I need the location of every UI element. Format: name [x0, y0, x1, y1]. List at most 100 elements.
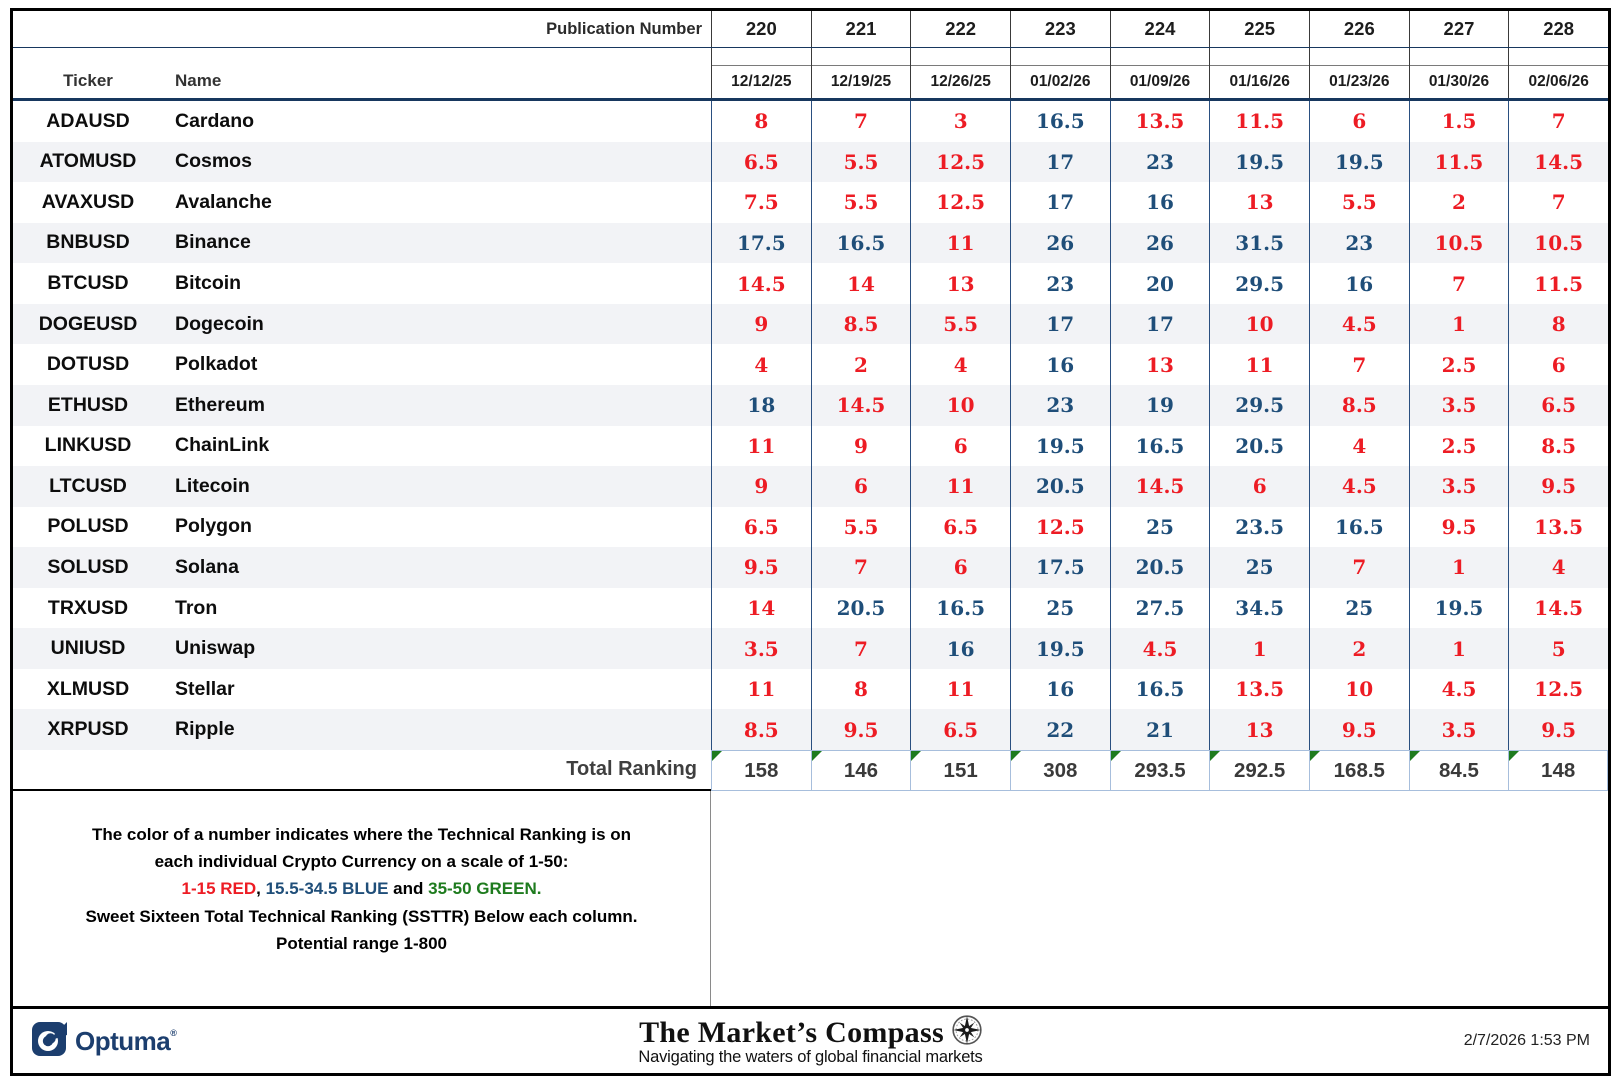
- publication-number-label: Publication Number: [546, 19, 702, 38]
- ticker-cell: BNBUSD: [46, 231, 130, 254]
- market-compass-tagline: Navigating the waters of global financia…: [638, 1048, 983, 1066]
- table-row: DOGEUSD Dogecoin 9 8.5 5.5 17 17 10 4.5 1 8: [13, 303, 1608, 345]
- ranking-value-cell: 7: [1408, 263, 1509, 304]
- ticker-cell: XLMUSD: [46, 677, 130, 700]
- ranking-value-cell: 7: [1308, 547, 1409, 588]
- ranking-value-cell: 26: [1009, 222, 1110, 264]
- ranking-value-cell: 17.5: [1009, 547, 1110, 588]
- ranking-value-cell: 23: [1009, 263, 1110, 304]
- coin-name-cell: Bitcoin: [175, 272, 242, 295]
- ranking-value-cell: 8.5: [711, 709, 811, 750]
- ranking-value-cell: 11: [711, 425, 811, 467]
- date-cell: 02/06/26: [1509, 65, 1608, 98]
- ranking-value-cell: 10: [1308, 668, 1409, 710]
- row-label: BNBUSD Binance: [13, 223, 711, 264]
- ranking-value-cell: 9.5: [1308, 709, 1409, 750]
- row-label: SOLUSD Solana: [13, 547, 711, 588]
- total-value-cell: 168.5: [1308, 750, 1409, 791]
- ranking-value-cell: 22: [1009, 709, 1110, 750]
- table-row: ETHUSD Ethereum 18 14.5 10 23 19 29.5 8.5 3.5 6.5: [13, 384, 1608, 426]
- table-row: SOLUSD Solana 9.5 7 6 17.5 20.5 25 7 1 4: [13, 547, 1608, 588]
- ranking-value-cell: 6.5: [711, 141, 811, 183]
- ranking-value-cell: 29.5: [1209, 263, 1309, 304]
- table-row: DOTUSD Polkadot 4 2 4 16 13 11 7 2.5 6: [13, 344, 1608, 385]
- ticker-cell: DOTUSD: [46, 353, 130, 376]
- date-gap-cell: [1210, 48, 1309, 65]
- publication-number-cell: 227: [1408, 11, 1509, 47]
- date-column: 12/26/25: [910, 48, 1010, 98]
- ranking-value-cell: 6: [1209, 466, 1309, 507]
- legend-color-key: 35-50 GREEN.: [428, 879, 542, 899]
- ranking-value-cell: 3.5: [711, 628, 811, 669]
- ticker-cell: UNIUSD: [50, 637, 126, 660]
- legend-color-key: and: [388, 879, 429, 899]
- ranking-value-cell: 1: [1408, 628, 1509, 669]
- report-timestamp: 2/7/2026 1:53 PM: [1463, 1032, 1590, 1049]
- row-label: POLUSD Polygon: [13, 507, 711, 548]
- ranking-value-cell: 14.5: [810, 384, 911, 426]
- row-label: DOGEUSD Dogecoin: [13, 304, 711, 345]
- ranking-value-cell: 1: [1408, 547, 1509, 588]
- date-cell: 01/30/26: [1409, 65, 1509, 98]
- ranking-value-cell: 2: [810, 344, 911, 385]
- total-value-cell: 308: [1009, 750, 1110, 791]
- ranking-value-cell: 17: [1109, 303, 1210, 345]
- coin-name-cell: Stellar: [175, 677, 235, 700]
- ranking-value-cell: 4: [711, 344, 811, 385]
- ranking-value-cell: 7: [810, 547, 911, 588]
- date-column: 01/09/26: [1109, 48, 1210, 98]
- ranking-value-cell: 13: [1209, 182, 1309, 223]
- ranking-value-cell: 4: [1508, 547, 1608, 588]
- ranking-value-cell: 19: [1109, 384, 1210, 426]
- ticker-cell: BTCUSD: [47, 272, 129, 295]
- legend-line-2: each individual Crypto Currency on a sca…: [154, 852, 569, 872]
- table-row: UNIUSD Uniswap 3.5 7 16 19.5 4.5 1 2 1 5: [13, 628, 1608, 669]
- ranking-value-cell: 16.5: [1308, 506, 1409, 548]
- legend-panel: The color of a number indicates where th…: [13, 791, 711, 1006]
- ticker-cell: XRPUSD: [47, 718, 129, 741]
- total-value-cell: 293.5: [1109, 750, 1210, 791]
- date-cell: 12/12/25: [712, 65, 811, 98]
- ranking-value-cell: 23: [1308, 222, 1409, 264]
- row-label: XRPUSD Ripple: [13, 709, 711, 750]
- date-column: 12/12/25: [711, 48, 811, 98]
- date-gap-cell: [1509, 48, 1608, 65]
- ranking-value-cell: 9: [711, 466, 811, 507]
- ranking-value-cell: 6: [1508, 344, 1608, 385]
- ranking-value-cell: 10.5: [1408, 222, 1509, 264]
- publication-number-cell: 221: [810, 11, 911, 47]
- ranking-value-cell: 17: [1009, 182, 1110, 223]
- table-row: LINKUSD ChainLink 11 9 6 19.5 16.5 20.5 4 2.5 8.5: [13, 425, 1608, 467]
- ranking-value-cell: 2: [1408, 182, 1509, 223]
- report-frame: Publication Number 220 221 222 223 224 225 226…: [10, 8, 1611, 1076]
- ranking-value-cell: 9: [810, 425, 911, 467]
- coin-name-cell: Cosmos: [175, 150, 252, 173]
- ranking-value-cell: 12.5: [1009, 506, 1110, 548]
- ranking-value-cell: 14.5: [1109, 466, 1210, 507]
- date-column: 01/02/26: [1009, 48, 1110, 98]
- legend-region: The color of a number indicates where th…: [13, 791, 1608, 1006]
- ranking-value-cell: 12.5: [910, 182, 1010, 223]
- ranking-value-cell: 6.5: [910, 709, 1010, 750]
- ranking-value-cell: 34.5: [1209, 587, 1309, 629]
- ranking-value-cell: 26: [1109, 222, 1210, 264]
- ranking-value-cell: 19.5: [1209, 141, 1309, 183]
- ranking-value-cell: 14: [810, 263, 911, 304]
- coin-name-cell: Solana: [175, 555, 239, 578]
- optuma-logo-icon: [31, 1021, 67, 1062]
- legend-color-key: 15.5-34.5 BLUE: [265, 879, 389, 899]
- legend-color-key: 1-15 RED: [181, 879, 257, 899]
- row-label: ETHUSD Ethereum: [13, 385, 711, 426]
- date-column: 12/19/25: [810, 48, 911, 98]
- ranking-value-cell: 11: [910, 668, 1010, 710]
- ranking-value-cell: 3.5: [1408, 466, 1509, 507]
- ranking-value-cell: 3.5: [1408, 384, 1509, 426]
- ranking-value-cell: 23: [1009, 384, 1110, 426]
- footer-bar: Optuma® The Market’s Compass: [13, 1006, 1608, 1073]
- ranking-value-cell: 4.5: [1308, 466, 1409, 507]
- ranking-value-cell: 7.5: [711, 182, 811, 223]
- ranking-value-cell: 7: [1508, 101, 1608, 142]
- ranking-value-cell: 12.5: [1508, 668, 1608, 710]
- ranking-value-cell: 4.5: [1308, 303, 1409, 345]
- ranking-value-cell: 9.5: [810, 709, 911, 750]
